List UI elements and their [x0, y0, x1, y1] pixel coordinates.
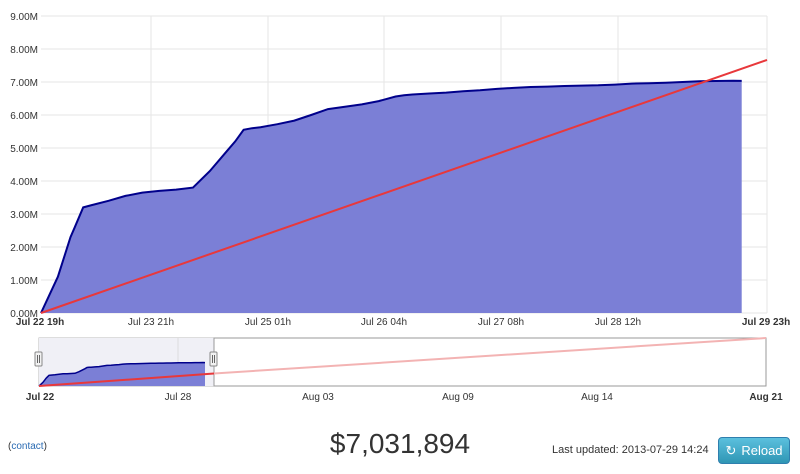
- navigator-x-tick-label: Aug 14: [581, 392, 613, 403]
- navigator-area-fill: [39, 362, 205, 386]
- navigator-right-handle[interactable]: [209, 351, 218, 367]
- trend-line: [40, 58, 768, 314]
- navigator-x-tick-label: Jul 22: [26, 392, 55, 403]
- x-tick-label: Jul 29 23h: [742, 317, 790, 328]
- y-axis-labels: 9.00M 8.00M 7.00M 6.00M 5.00M 4.00M 3.00M 2.00M…: [10, 12, 38, 320]
- y-tick-label: 6.00M: [10, 111, 38, 122]
- y-tick-label: 5.00M: [10, 144, 38, 155]
- reload-button-label: Reload: [741, 443, 783, 458]
- refresh-icon: ↻: [725, 443, 737, 458]
- contact-link[interactable]: contact: [11, 441, 44, 452]
- navigator-x-tick-label: Aug 21: [749, 392, 783, 403]
- area-series-line: [40, 79, 742, 314]
- x-tick-label: Jul 27 08h: [478, 317, 524, 328]
- navigator-x-tick-label: Jul 28: [165, 392, 192, 403]
- main-series: [40, 58, 768, 314]
- x-tick-label: Jul 28 12h: [595, 317, 641, 328]
- y-tick-label: 7.00M: [10, 78, 38, 89]
- y-tick-label: 9.00M: [10, 12, 38, 23]
- navigator-x-tick-label: Aug 03: [302, 392, 334, 403]
- navigator-series: [38, 337, 767, 387]
- navigator-unselected-region: [213, 337, 767, 387]
- contact-close-paren: ): [43, 441, 47, 452]
- y-tick-label: 3.00M: [10, 210, 38, 221]
- area-series-fill: [41, 80, 742, 313]
- y-tick-label: 1.00M: [10, 276, 38, 287]
- navigator-left-handle[interactable]: [34, 351, 43, 367]
- main-chart: 9.00M 8.00M 7.00M 6.00M 5.00M 4.00M 3.00M 2.00M…: [10, 12, 790, 328]
- x-tick-label: Jul 23 21h: [128, 317, 174, 328]
- navigator-chart[interactable]: Jul 22 Jul 28 Aug 03 Aug 09 Aug 14 Aug 21: [0, 330, 800, 405]
- x-tick-label: Jul 22 19h: [16, 317, 64, 328]
- contact-open-paren: (: [8, 441, 12, 452]
- navigator-area-line: [38, 361, 206, 387]
- navigator-x-tick-label: Aug 09: [442, 392, 474, 403]
- y-tick-label: 0.00M: [10, 309, 38, 320]
- y-tick-label: 4.00M: [10, 177, 38, 188]
- last-updated-value: 2013-07-29 14:24: [621, 444, 709, 456]
- x-tick-label: Jul 25 01h: [245, 317, 291, 328]
- navigator-trend-selected: [38, 372, 215, 387]
- y-tick-label: 2.00M: [10, 243, 38, 254]
- contact-link-wrapper: (contact): [8, 441, 47, 452]
- last-updated: Last updated: 2013-07-29 14:24: [552, 444, 709, 456]
- last-updated-label: Last updated:: [552, 444, 619, 456]
- y-tick-label: 8.00M: [10, 45, 38, 56]
- navigator-x-labels: Jul 22 Jul 28 Aug 03 Aug 09 Aug 14 Aug 21: [26, 392, 783, 403]
- x-tick-label: Jul 26 04h: [361, 317, 407, 328]
- navigator-trend-faded: [213, 337, 767, 375]
- navigator-handles[interactable]: [34, 351, 218, 367]
- x-axis-labels: Jul 22 19h Jul 23 21h Jul 25 01h Jul 26 04h…: [16, 317, 790, 328]
- reload-button[interactable]: ↻ Reload: [718, 437, 790, 464]
